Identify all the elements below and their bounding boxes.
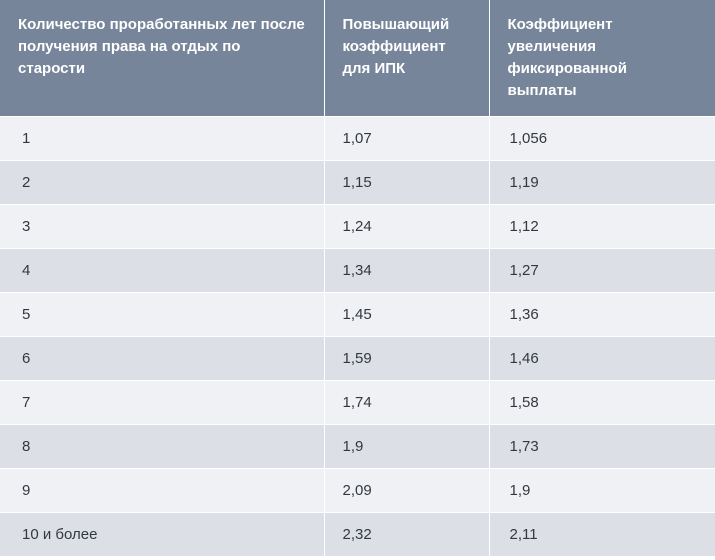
cell-years: 7 [0, 379, 325, 424]
cell-ipk: 1,9 [324, 423, 490, 468]
cell-fixed: 1,12 [489, 203, 715, 248]
cell-ipk: 1,15 [324, 159, 490, 204]
table-row: 6 1,59 1,46 [0, 335, 715, 380]
cell-ipk: 1,24 [324, 203, 490, 248]
table-body: 1 1,07 1,056 2 1,15 1,19 3 1,24 1,12 4 1… [0, 115, 715, 556]
header-ipk-coefficient: Повышающий коэффициент для ИПК [324, 0, 490, 116]
cell-ipk: 2,32 [324, 511, 490, 556]
cell-fixed: 1,9 [489, 467, 715, 512]
cell-years: 1 [0, 115, 325, 160]
cell-years: 6 [0, 335, 325, 380]
cell-years: 2 [0, 159, 325, 204]
table-row: 1 1,07 1,056 [0, 115, 715, 160]
cell-fixed: 1,19 [489, 159, 715, 204]
cell-years: 9 [0, 467, 325, 512]
cell-ipk: 1,59 [324, 335, 490, 380]
cell-ipk: 1,74 [324, 379, 490, 424]
cell-years: 10 и более [0, 511, 325, 556]
table-row: 3 1,24 1,12 [0, 203, 715, 248]
cell-fixed: 1,27 [489, 247, 715, 292]
cell-ipk: 1,45 [324, 291, 490, 336]
cell-years: 8 [0, 423, 325, 468]
cell-fixed: 1,056 [489, 115, 715, 160]
cell-fixed: 1,36 [489, 291, 715, 336]
header-fixed-payment-coefficient: Коэффициент увеличения фиксированной вып… [489, 0, 715, 116]
table-row: 4 1,34 1,27 [0, 247, 715, 292]
table-header: Количество проработанных лет после получ… [0, 0, 715, 116]
header-years-worked: Количество проработанных лет после получ… [0, 0, 325, 116]
cell-fixed: 1,73 [489, 423, 715, 468]
header-row: Количество проработанных лет после получ… [0, 0, 715, 116]
table-row: 7 1,74 1,58 [0, 379, 715, 424]
table-row: 10 и более 2,32 2,11 [0, 511, 715, 556]
cell-ipk: 1,07 [324, 115, 490, 160]
table-row: 2 1,15 1,19 [0, 159, 715, 204]
cell-fixed: 1,46 [489, 335, 715, 380]
table-row: 8 1,9 1,73 [0, 423, 715, 468]
table-row: 5 1,45 1,36 [0, 291, 715, 336]
cell-fixed: 1,58 [489, 379, 715, 424]
cell-ipk: 2,09 [324, 467, 490, 512]
cell-years: 3 [0, 203, 325, 248]
cell-years: 4 [0, 247, 325, 292]
cell-ipk: 1,34 [324, 247, 490, 292]
cell-fixed: 2,11 [489, 511, 715, 556]
cell-years: 5 [0, 291, 325, 336]
table-row: 9 2,09 1,9 [0, 467, 715, 512]
